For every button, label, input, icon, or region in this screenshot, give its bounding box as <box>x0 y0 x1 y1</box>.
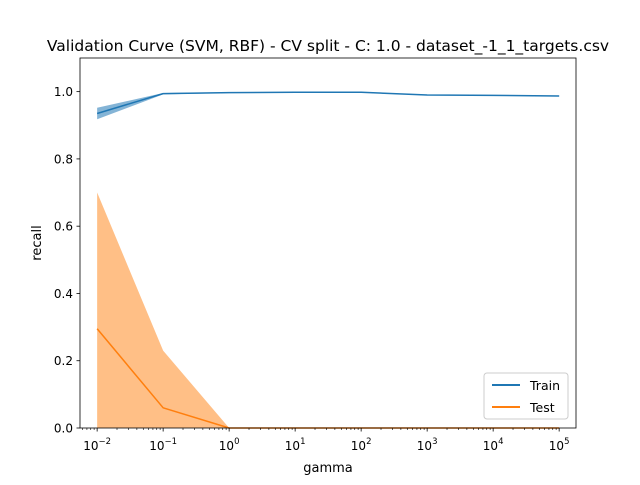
x-axis-ticks: 10−2 10−1 100 101 102 103 104 105 <box>82 428 570 453</box>
train-line <box>96 91 560 115</box>
legend-test-label: Test <box>529 400 555 415</box>
legend: Train Test <box>483 372 569 420</box>
legend-train-label: Train <box>529 378 560 393</box>
test-confidence-band <box>97 192 560 428</box>
y-tick-label: 0.4 <box>54 287 73 301</box>
y-tick-label: 1.0 <box>54 85 73 99</box>
confidence-bands <box>97 91 560 428</box>
x-tick-label: 104 <box>483 437 504 453</box>
x-tick-label: 101 <box>285 437 306 453</box>
plot-frame <box>79 57 577 429</box>
x-tick-label: 10−1 <box>149 437 177 453</box>
x-tick-label: 103 <box>417 437 438 453</box>
x-tick-label: 100 <box>219 437 240 453</box>
y-axis-ticks: 0.0 0.2 0.4 0.6 0.8 1.0 <box>54 85 80 436</box>
chart-title: Validation Curve (SVM, RBF) - CV split -… <box>47 37 609 56</box>
y-axis-label: recall <box>30 225 45 260</box>
y-tick-label: 0.0 <box>54 422 73 436</box>
x-tick-label: 105 <box>549 437 570 453</box>
y-tick-label: 0.6 <box>54 220 73 234</box>
y-tick-label: 0.2 <box>54 354 73 368</box>
y-tick-label: 0.8 <box>54 152 73 166</box>
x-axis-label: gamma <box>303 461 353 476</box>
x-tick-label: 10−2 <box>83 437 111 453</box>
x-tick-label: 102 <box>351 437 372 453</box>
